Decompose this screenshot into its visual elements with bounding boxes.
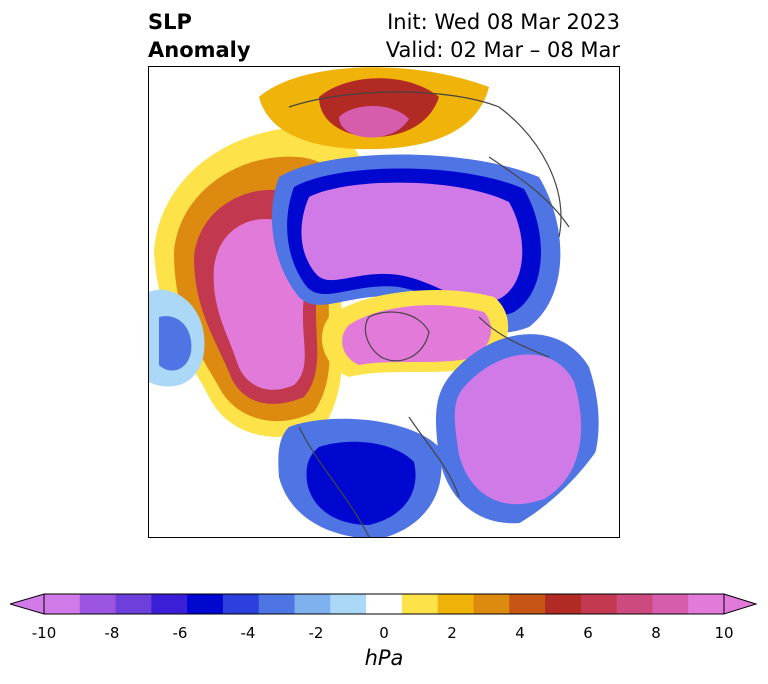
colorbar-bin [115,594,152,614]
valid-period: Init: Wed 08 Mar 2023 Valid: 02 Mar – 08… [386,8,620,64]
colorbar-bin [187,594,224,614]
title-line-2: Anomaly [148,38,251,62]
colorbar-tick-label: -4 [240,624,256,642]
pacific-low-core [159,316,192,371]
colorbar-bin [44,594,81,614]
colorbar-bin [401,594,439,614]
arctic-high-top-peak [339,105,409,138]
colorbar-tick-label: -2 [308,624,324,642]
colorbar-bin [580,594,618,614]
colorbar-tick-label: -6 [172,624,188,642]
colorbar-extend-min [10,593,45,615]
colorbar-bin [545,594,582,614]
arctic-ridge-core [342,305,492,365]
colorbar-tick-label: 0 [379,624,389,642]
colorbar-tick-label: 4 [515,624,525,642]
na-low-core [306,441,416,525]
colorbar-tick-label: 2 [447,624,457,642]
colorbar-bin [294,594,331,614]
colorbar-bin [652,594,689,614]
title-line-1: SLP [148,10,192,34]
colorbar-tick-label: -10 [31,624,57,642]
colorbar-bin [688,594,725,614]
colorbar-unit-label: hPa [364,646,404,670]
colorbar-tick-label: 10 [714,624,734,642]
colorbar-tick-label: 8 [651,624,661,642]
colorbar-bin [437,594,474,614]
chart-title: SLP Anomaly [148,8,251,64]
colorbar-bin [509,594,546,614]
coastline-north-america [298,416,460,537]
colorbar-bin [222,594,260,614]
colorbar-bin [151,594,188,614]
atlantic-low-core [454,354,582,505]
slp-anomaly-map [149,67,599,537]
colorbar-bin [79,594,117,614]
colorbar-extend-max [723,593,758,615]
colorbar-bin [258,594,296,614]
valid-range: Valid: 02 Mar – 08 Mar [385,38,620,62]
coastline-asia [288,91,562,238]
colorbar-bin [616,594,653,614]
coastline-europe [478,156,570,358]
coastline-greenland [364,311,430,362]
colorbar-tick-label: -8 [104,624,120,642]
colorbar-tick-label: 6 [583,624,593,642]
map-panel [148,66,620,538]
colorbar-bin [330,594,367,614]
init-date: Init: Wed 08 Mar 2023 [387,10,620,34]
eurasia-low-core [301,182,523,303]
colorbar-bin [473,594,510,614]
colorbar [10,593,758,615]
colorbar-bin [366,594,403,614]
colorbar-outline [43,593,725,615]
